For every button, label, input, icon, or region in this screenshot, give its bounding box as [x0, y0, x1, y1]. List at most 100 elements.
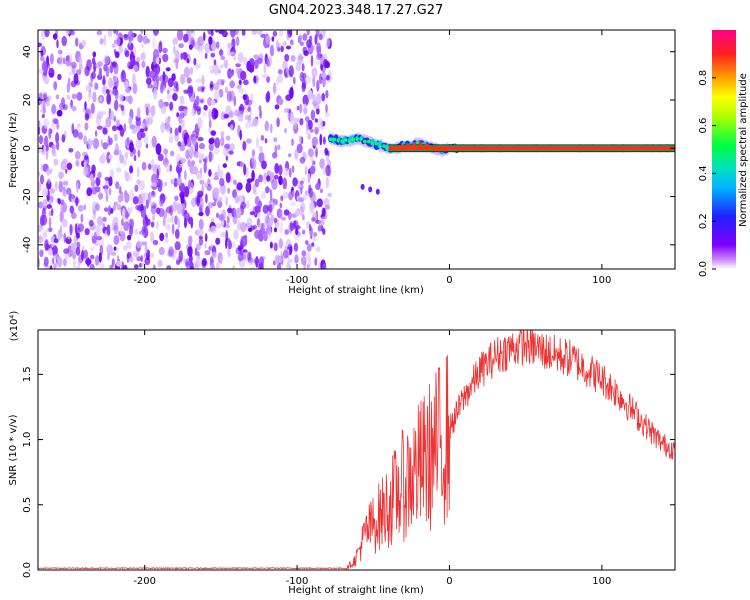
noise-speck: [112, 71, 118, 83]
noise-speck: [151, 135, 157, 148]
noise-speck: [66, 94, 71, 100]
noise-speck: [156, 168, 159, 179]
noise-speck: [187, 86, 194, 98]
noise-speck: [245, 167, 249, 178]
noise-speck: [239, 129, 242, 141]
noise-speck: [246, 178, 253, 184]
noise-speck: [132, 82, 138, 95]
noise-speck: [270, 214, 275, 222]
noise-speck: [129, 124, 136, 130]
noise-speck: [63, 232, 67, 243]
noise-speck: [247, 251, 252, 261]
noise-speck: [178, 250, 183, 263]
noise-speck: [163, 209, 168, 219]
noise-speck: [66, 82, 71, 93]
noise-speck: [286, 261, 290, 269]
noise-speck: [191, 160, 195, 166]
noise-speck: [293, 117, 298, 126]
noise-speck: [40, 174, 44, 185]
noise-speck: [152, 54, 157, 66]
noise-speck: [145, 198, 149, 209]
noise-speck: [322, 54, 328, 60]
noise-speck: [148, 191, 152, 201]
noise-speck: [195, 95, 200, 107]
noise-speck: [302, 177, 306, 182]
noise-speck: [191, 108, 195, 117]
noise-speck: [129, 225, 133, 237]
noise-speck: [56, 122, 60, 130]
noise-speck: [70, 61, 77, 69]
noise-speck: [213, 147, 220, 155]
noise-speck: [315, 182, 321, 191]
noise-speck: [253, 54, 259, 59]
noise-speck: [208, 119, 212, 128]
noise-speck: [220, 131, 225, 137]
noise-speck: [198, 229, 204, 236]
noise-speck: [84, 122, 89, 131]
noise-speck: [266, 188, 272, 193]
noise-speck: [318, 219, 325, 226]
noise-speck: [170, 178, 175, 185]
noise-speck: [92, 91, 97, 103]
noise-speck: [116, 167, 122, 173]
noise-speck: [128, 256, 134, 263]
noise-speck: [290, 113, 295, 125]
noise-speck: [180, 73, 186, 85]
noise-speck: [123, 34, 128, 39]
noise-speck: [139, 262, 142, 268]
spectrogram-noise-layer: [38, 30, 332, 269]
noise-speck: [274, 254, 281, 265]
noise-speck: [106, 252, 110, 261]
noise-speck: [263, 221, 268, 230]
noise-speck: [218, 169, 224, 179]
noise-speck: [280, 195, 284, 202]
noise-speck: [321, 263, 327, 269]
spectrogram-xtick-label: 100: [592, 275, 611, 286]
noise-speck: [99, 38, 104, 45]
noise-speck: [74, 150, 81, 160]
noise-speck: [41, 147, 46, 156]
noise-speck: [95, 114, 102, 126]
noise-speck: [277, 69, 283, 75]
noise-speck: [269, 44, 275, 57]
signal-stray: [368, 186, 373, 193]
noise-speck: [89, 246, 95, 251]
noise-speck: [241, 30, 246, 36]
noise-speck: [318, 33, 323, 41]
noise-speck: [81, 160, 85, 167]
noise-speck: [301, 82, 306, 93]
noise-speck: [40, 163, 44, 171]
noise-speck: [273, 217, 278, 224]
noise-speck: [323, 197, 330, 207]
noise-speck: [96, 30, 103, 36]
noise-speck: [121, 208, 126, 220]
noise-speck: [46, 204, 52, 209]
noise-speck: [215, 30, 219, 33]
noise-speck: [145, 218, 151, 226]
noise-speck: [58, 171, 64, 180]
noise-speck: [211, 251, 217, 259]
noise-speck: [302, 33, 308, 41]
noise-speck: [130, 57, 136, 67]
noise-speck: [312, 235, 317, 242]
noise-speck: [260, 191, 267, 200]
noise-speck: [45, 97, 51, 107]
noise-speck: [69, 30, 75, 36]
noise-speck: [306, 30, 310, 36]
noise-speck: [196, 78, 202, 83]
noise-speck: [259, 256, 264, 268]
noise-speck: [294, 209, 299, 216]
noise-speck: [279, 221, 284, 234]
noise-speck: [111, 125, 118, 132]
noise-speck: [116, 255, 120, 261]
noise-speck: [274, 104, 280, 110]
noise-speck: [271, 178, 278, 190]
noise-speck: [55, 132, 60, 144]
noise-speck: [38, 145, 42, 154]
noise-speck: [312, 45, 316, 51]
noise-speck: [283, 41, 287, 46]
noise-speck: [61, 35, 67, 47]
noise-speck: [68, 148, 74, 153]
noise-speck: [103, 207, 109, 212]
noise-speck: [177, 141, 182, 147]
